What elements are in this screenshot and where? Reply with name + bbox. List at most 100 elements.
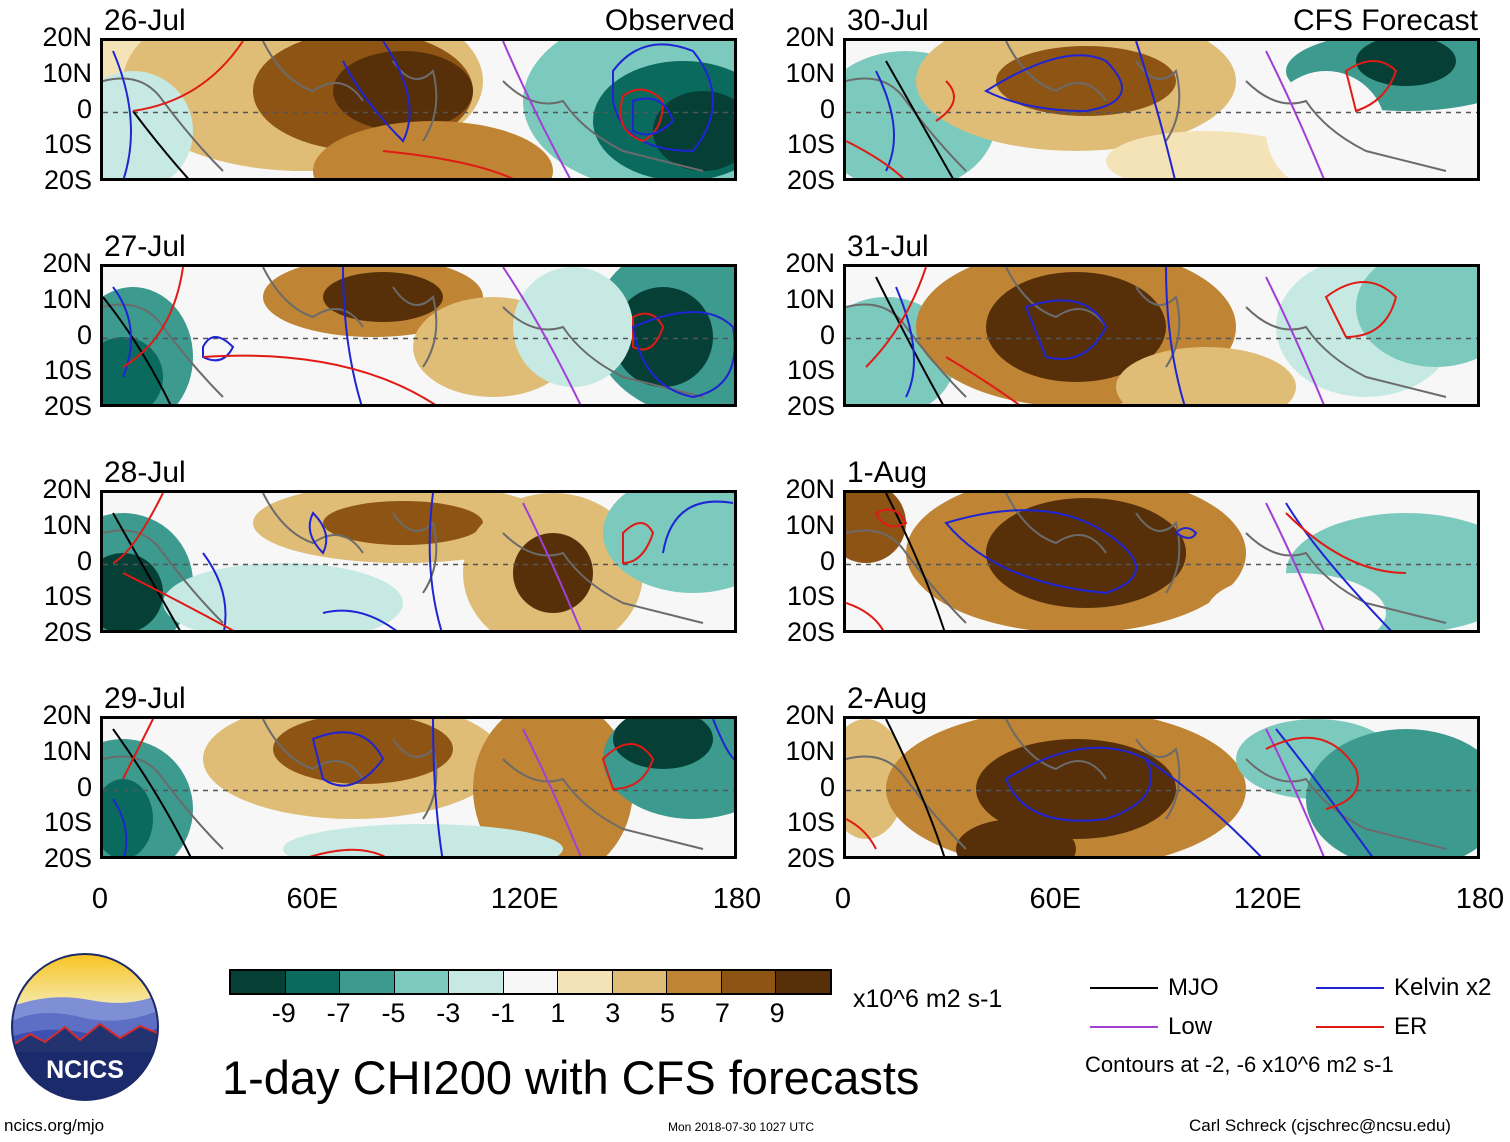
kelvin-contour xyxy=(112,798,128,856)
legend-er: ER xyxy=(1316,1014,1427,1040)
colorbar-tick: 3 xyxy=(605,998,621,1028)
kelvin-contour xyxy=(1285,502,1392,630)
legend-kelvin: Kelvin x2 xyxy=(1316,975,1491,1001)
lat-label: 0 xyxy=(819,93,835,124)
anomaly-blob xyxy=(103,779,153,856)
colorbar-swatch xyxy=(558,971,613,993)
lat-label: 10S xyxy=(786,355,835,386)
kelvin-contour xyxy=(612,43,714,153)
lat-label: 0 xyxy=(819,545,835,576)
colorbar-swatch xyxy=(285,971,341,993)
lon-label: 120E xyxy=(1233,883,1302,915)
kelvin-contour xyxy=(311,731,385,787)
lat-label: 20S xyxy=(786,843,835,873)
kelvin-contour xyxy=(1004,746,1152,822)
kelvin-contour xyxy=(322,609,397,630)
map-panel-29-jul-field xyxy=(103,719,734,856)
lat-label: 10N xyxy=(42,57,92,88)
map-panel-31-jul-field xyxy=(846,267,1477,404)
kelvin-contour xyxy=(112,286,132,378)
lat-label: 20S xyxy=(43,165,92,195)
kelvin-contour xyxy=(342,41,411,143)
lat-label: 10N xyxy=(785,57,835,88)
map-panel-28-jul-field xyxy=(103,493,734,630)
colorbar-swatch xyxy=(394,971,450,993)
svg-text:NCICS: NCICS xyxy=(46,1056,124,1084)
map-panel-31-jul-date: 31-Jul xyxy=(847,230,929,263)
er-contour xyxy=(122,572,235,630)
lat-label: 20N xyxy=(785,248,835,278)
lat-label: 10N xyxy=(785,735,835,766)
map-panel-1-aug-date: 1-Aug xyxy=(847,456,928,489)
kelvin-contour xyxy=(428,493,443,630)
colorbar-swatch xyxy=(612,971,668,993)
er-contour xyxy=(619,88,665,143)
anomaly-blob xyxy=(283,824,563,856)
kelvin-contour xyxy=(432,719,444,856)
lat-label: 20N xyxy=(785,474,835,504)
er-contour xyxy=(112,493,164,564)
coastline xyxy=(103,41,704,172)
lat-label: 10S xyxy=(43,581,92,612)
anomaly-blob xyxy=(986,272,1166,382)
legend-er-line xyxy=(1316,1026,1384,1028)
lon-label: 60E xyxy=(286,883,339,915)
legend-kelvin-line xyxy=(1316,987,1384,989)
map-panel-29-jul-date: 29-Jul xyxy=(104,682,186,715)
er-contour xyxy=(622,522,655,565)
lat-label: 0 xyxy=(76,93,92,124)
mjo-contour xyxy=(103,296,172,404)
map-panel-1-aug-field xyxy=(846,493,1477,630)
lat-label: 0 xyxy=(76,545,92,576)
coastline xyxy=(846,719,1447,850)
er-contour xyxy=(935,80,955,122)
colorbar-tick: -7 xyxy=(326,998,351,1028)
anomaly-blob xyxy=(513,267,633,387)
lat-label: 10N xyxy=(42,509,92,540)
kelvin-contour xyxy=(202,552,227,630)
kelvin-contour xyxy=(632,97,675,136)
colorbar-tick: 7 xyxy=(714,998,730,1028)
anomaly-blob xyxy=(613,719,713,769)
kelvin-contour xyxy=(983,54,1123,113)
mjo-contour xyxy=(112,728,192,856)
kelvin-contour xyxy=(202,336,235,362)
anomaly-blob xyxy=(103,71,193,178)
anomaly-blob xyxy=(956,819,1076,856)
kelvin-contour xyxy=(662,500,734,554)
low-contour xyxy=(1265,728,1325,856)
anomaly-blob xyxy=(323,501,483,545)
mjo-contour xyxy=(112,512,181,630)
map-panel-28-jul xyxy=(100,490,737,633)
legend-kelvin-label: Kelvin x2 xyxy=(1394,974,1492,1001)
map-panel-31-jul xyxy=(843,264,1480,407)
lat-label: 20N xyxy=(785,700,835,730)
lat-label: 10N xyxy=(42,735,92,766)
kelvin-contour xyxy=(308,511,328,555)
anomaly-blob xyxy=(976,739,1176,839)
kelvin-contour xyxy=(1135,41,1176,178)
er-contour xyxy=(122,719,154,780)
lat-label: 0 xyxy=(76,319,92,350)
kelvin-contour xyxy=(1165,267,1186,404)
kelvin-contour xyxy=(875,70,895,172)
map-panel-28-jul-date: 28-Jul xyxy=(104,456,186,489)
low-contour xyxy=(1265,276,1325,404)
kelvin-contour xyxy=(895,286,915,398)
kelvin-contour xyxy=(112,50,132,178)
er-contour xyxy=(632,312,665,351)
legend-low: Low xyxy=(1090,1014,1212,1040)
er-contour xyxy=(846,818,877,850)
coastline xyxy=(846,41,1447,172)
map-panel-1-aug xyxy=(843,490,1480,633)
map-panel-27-jul-field xyxy=(103,267,734,404)
map-panel-2-aug-field xyxy=(846,719,1477,856)
er-contour xyxy=(132,41,244,112)
low-contour xyxy=(1265,50,1325,178)
anomaly-blob xyxy=(103,553,163,630)
anomaly-blob xyxy=(1106,131,1306,178)
map-panel-29-jul xyxy=(100,716,737,859)
colorbar-tick: -9 xyxy=(271,998,296,1028)
low-contour xyxy=(522,502,582,630)
legend-mjo-label: MJO xyxy=(1168,974,1219,1001)
